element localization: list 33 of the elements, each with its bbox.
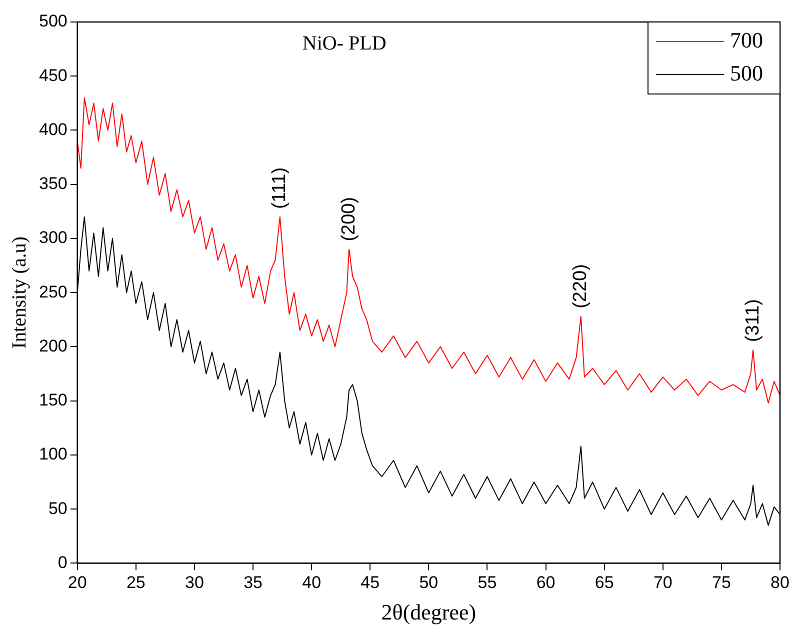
x-tick-label: 35 [244, 573, 262, 592]
x-tick-label: 75 [712, 573, 731, 592]
y-axis-title: Intensity (a.u) [8, 236, 30, 349]
y-tick-label: 250 [38, 282, 68, 302]
y-tick-label: 150 [38, 390, 68, 410]
y-tick-label: 450 [38, 66, 68, 85]
x-tick-label: 40 [302, 573, 322, 592]
x-tick-label: 20 [68, 573, 87, 592]
legend-label: 700 [730, 27, 763, 52]
x-tick-label: 80 [770, 573, 790, 592]
y-tick-label: 500 [38, 12, 68, 31]
y-tick-label: 300 [38, 228, 68, 248]
annotation: (220) [570, 264, 592, 308]
x-tick-label: 25 [126, 573, 146, 592]
x-tick-label: 70 [653, 573, 672, 592]
y-tick-label: 400 [38, 120, 68, 139]
legend-label: 500 [730, 60, 763, 86]
x-tick-label: 60 [536, 573, 556, 592]
x-tick-label: 30 [185, 573, 204, 592]
x-tick-label: 55 [478, 573, 497, 592]
annotation: (200) [338, 196, 360, 242]
y-tick-label: 100 [38, 444, 68, 464]
x-tick-label: 45 [360, 573, 380, 592]
annotation: (111) [269, 167, 290, 209]
x-tick-label: 65 [594, 573, 614, 592]
annotation: (311) [742, 299, 764, 342]
y-tick-label: 200 [38, 336, 68, 356]
y-tick-label: 50 [48, 498, 68, 518]
x-tick-label: 50 [419, 573, 438, 592]
x-axis-title: 2θ(degree) [381, 600, 476, 625]
y-tick-label: 0 [58, 552, 68, 572]
text: NiO- PLD [302, 32, 386, 54]
y-tick-label: 350 [38, 174, 68, 194]
